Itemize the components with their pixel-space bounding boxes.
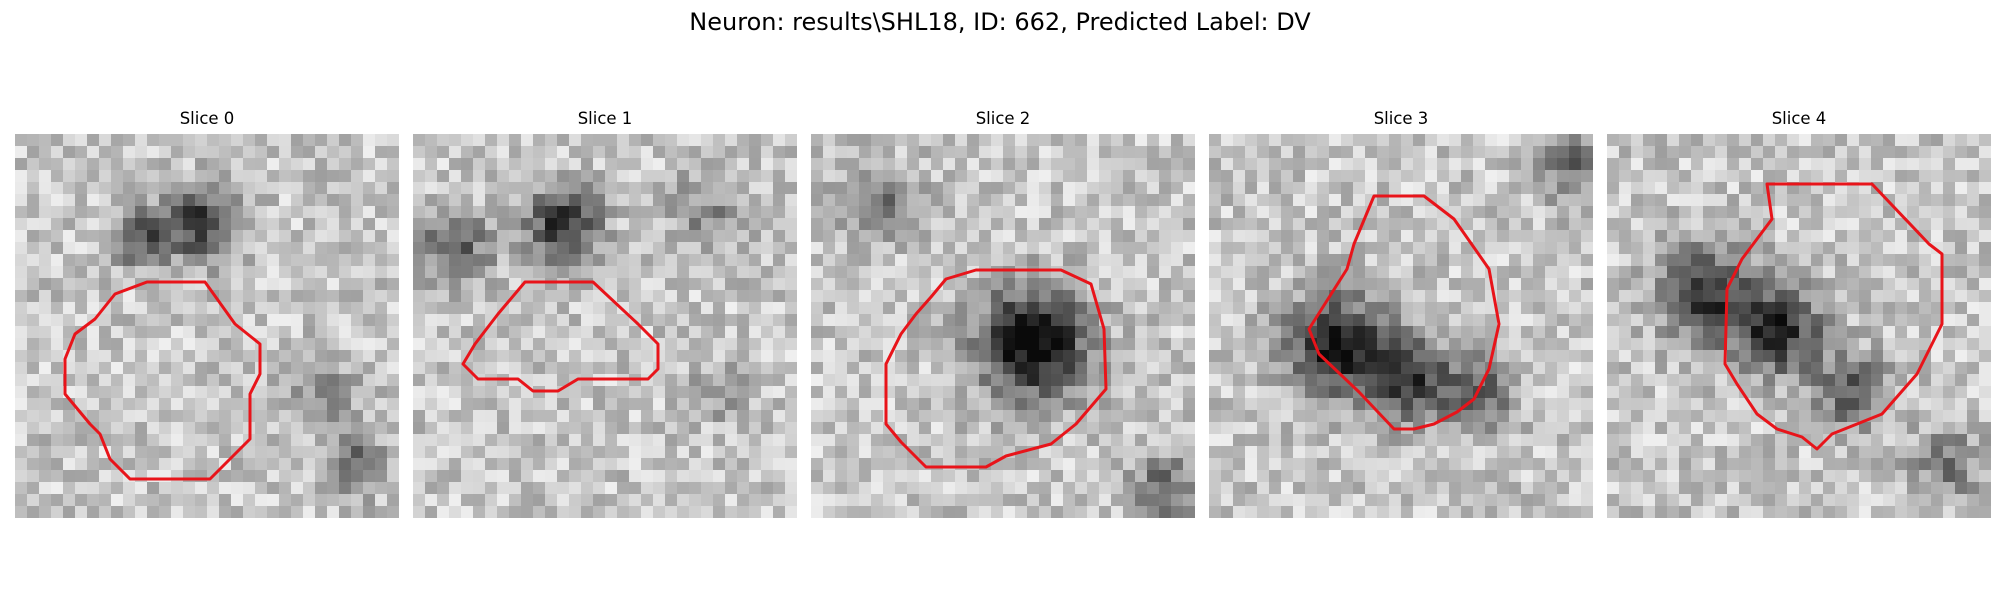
roi-contour-3 — [1307, 194, 1501, 431]
slice-image-3 — [1209, 134, 1593, 518]
slice-title-1: Slice 1 — [577, 109, 633, 128]
figure-title: Neuron: results\SHL18, ID: 662, Predicte… — [689, 8, 1311, 36]
slice-image-4 — [1607, 134, 1991, 518]
roi-contour-4 — [1723, 182, 1944, 451]
slice-image-1 — [413, 134, 797, 518]
slice-title-2: Slice 2 — [975, 109, 1031, 128]
slice-image-0 — [15, 134, 399, 518]
slice-title-0: Slice 0 — [179, 109, 235, 128]
slice-title-3: Slice 3 — [1373, 109, 1429, 128]
slice-title-4: Slice 4 — [1771, 109, 1827, 128]
roi-contour-1 — [461, 280, 660, 393]
roi-contour-0 — [63, 280, 262, 481]
slice-image-2 — [811, 134, 1195, 518]
roi-contour-2 — [884, 268, 1108, 469]
